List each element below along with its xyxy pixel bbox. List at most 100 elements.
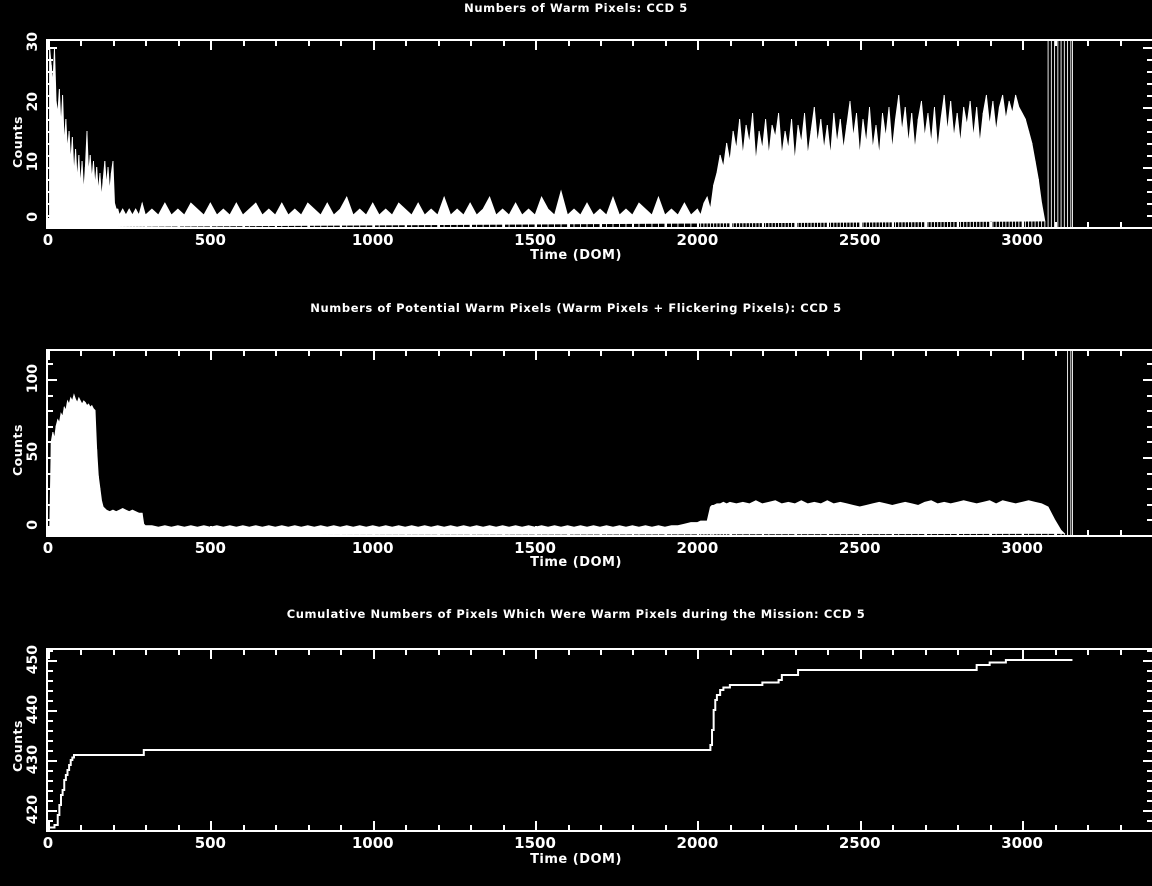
ytick-right-60 <box>1147 441 1152 444</box>
xtick-label-500: 500 <box>194 539 226 557</box>
ytick-2 <box>48 215 53 217</box>
xtick-3000 <box>1022 821 1025 830</box>
xtick-1500 <box>535 218 538 227</box>
xtick-2600 <box>892 825 895 830</box>
xtick-top-2000 <box>697 650 700 659</box>
xtick-top-2800 <box>957 650 960 655</box>
xtick-top-3300 <box>1119 650 1122 655</box>
xtick-2000 <box>697 218 700 227</box>
ytick-right-10 <box>1147 519 1152 522</box>
panel-1-xaxis-title: Time (DOM) <box>530 248 622 263</box>
xtick-top-300 <box>145 41 148 46</box>
xtick-top-1200 <box>437 650 440 655</box>
ytick-right-432 <box>1147 750 1152 752</box>
xtick-1000 <box>372 218 375 227</box>
xtick-2800 <box>957 825 960 830</box>
xtick-top-1300 <box>470 650 473 655</box>
xtick-3200 <box>1087 530 1090 535</box>
xtick-2900 <box>989 530 992 535</box>
ytick-18 <box>48 119 53 121</box>
xtick-top-2600 <box>892 650 895 655</box>
ytick-right-20 <box>1143 107 1152 109</box>
xtick-top-1000 <box>372 650 375 659</box>
ytick-label-420: 420 <box>25 795 41 825</box>
xtick-top-1800 <box>632 41 635 46</box>
xtick-top-3200 <box>1087 351 1090 356</box>
panel-2-yaxis-title: Counts <box>10 424 25 476</box>
ytick-right-2 <box>1147 215 1152 217</box>
xtick-top-1600 <box>567 650 570 655</box>
xtick-0 <box>48 218 50 227</box>
xtick-0 <box>48 821 50 830</box>
xtick-1600 <box>567 825 570 830</box>
ytick-right-436 <box>1147 730 1152 732</box>
xtick-top-2900 <box>989 650 992 655</box>
ytick-422 <box>48 800 53 802</box>
ytick-8 <box>48 179 53 181</box>
xtick-2500 <box>859 526 862 535</box>
xtick-1800 <box>632 530 635 535</box>
ytick-26 <box>48 71 53 73</box>
xtick-top-500 <box>210 41 213 50</box>
xtick-top-1700 <box>600 41 602 46</box>
xtick-2800 <box>957 530 960 535</box>
xtick-top-1800 <box>632 650 635 655</box>
ytick-right-420 <box>1143 810 1152 812</box>
xtick-600 <box>242 530 245 535</box>
xtick-label-2500: 2500 <box>838 231 881 249</box>
xtick-2700 <box>924 222 927 227</box>
xtick-top-400 <box>177 650 180 655</box>
xtick-top-1400 <box>502 650 505 655</box>
ytick-right-40 <box>1147 472 1152 475</box>
xtick-1200 <box>437 530 440 535</box>
xtick-3000 <box>1022 218 1025 227</box>
xtick-3000 <box>1022 526 1025 535</box>
xtick-2200 <box>762 530 765 535</box>
xtick-3100 <box>1054 825 1057 830</box>
ytick-0 <box>48 227 57 229</box>
ytick-40 <box>48 472 53 475</box>
xtick-top-2900 <box>989 351 992 356</box>
xtick-3100 <box>1054 222 1057 227</box>
panel-3-yaxis-title: Counts <box>10 720 25 772</box>
xtick-2400 <box>827 222 830 227</box>
xtick-top-1200 <box>437 41 440 46</box>
xtick-1900 <box>664 222 667 227</box>
xtick-label-1500: 1500 <box>514 231 556 249</box>
xtick-1300 <box>470 825 473 830</box>
xtick-800 <box>307 530 310 535</box>
ytick-right-22 <box>1147 95 1152 97</box>
ytick-right-30 <box>1147 488 1152 491</box>
xtick-3100 <box>1054 530 1057 535</box>
xtick-top-3000 <box>1022 41 1025 50</box>
xtick-3300 <box>1119 530 1122 535</box>
xtick-top-2000 <box>697 351 700 360</box>
xtick-1700 <box>600 530 602 535</box>
panel-3-plot-frame <box>46 648 1152 832</box>
xtick-1800 <box>632 825 635 830</box>
xtick-top-2700 <box>924 41 927 46</box>
xtick-top-2200 <box>762 351 765 356</box>
ytick-label-430: 430 <box>25 745 41 775</box>
ytick-right-8 <box>1147 179 1152 181</box>
xtick-400 <box>177 825 180 830</box>
xtick-top-3000 <box>1022 650 1025 659</box>
xtick-300 <box>145 825 148 830</box>
panel-2-title: Numbers of Potential Warm Pixels (Warm P… <box>310 301 842 315</box>
panel-potential-warm-pixels: Numbers of Potential Warm Pixels (Warm P… <box>0 296 1152 600</box>
ytick-424 <box>48 790 53 792</box>
ytick-426 <box>48 780 53 782</box>
xtick-top-3300 <box>1119 351 1122 356</box>
xtick-label-1500: 1500 <box>514 834 556 852</box>
xtick-top-2400 <box>827 351 830 356</box>
xtick-1300 <box>470 222 473 227</box>
xtick-top-1900 <box>664 650 667 655</box>
xtick-top-1900 <box>664 351 667 356</box>
ytick-right-440 <box>1143 710 1152 712</box>
xtick-top-2600 <box>892 41 895 46</box>
xtick-label-1500: 1500 <box>514 539 556 557</box>
xtick-label-1000: 1000 <box>351 539 394 557</box>
xtick-top-1300 <box>470 351 473 356</box>
xtick-label-2500: 2500 <box>838 834 881 852</box>
